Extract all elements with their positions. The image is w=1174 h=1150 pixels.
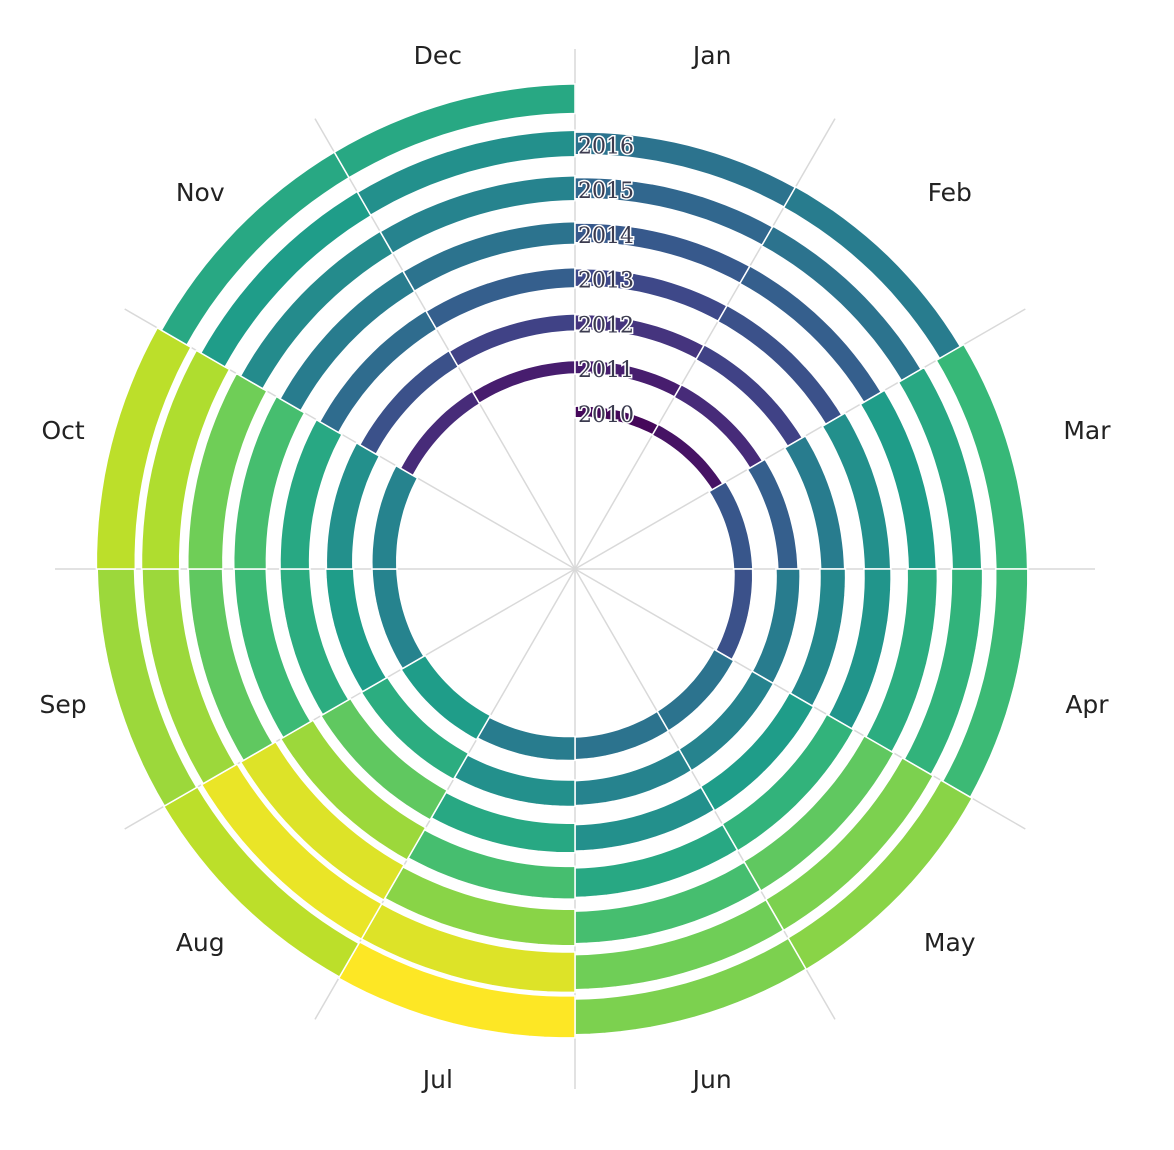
cell-2016-aug (162, 785, 360, 979)
cell-2013-aug (279, 719, 427, 862)
heatmap-cells (95, 83, 1029, 1039)
cell-2016-oct (95, 326, 193, 570)
cell-2010-mar (707, 480, 754, 570)
month-label-feb: Feb (928, 178, 972, 207)
year-labels: 2010 2011 2012 2013 2014 2015 2016 (577, 133, 636, 430)
year-label-2010: 2010 (578, 403, 634, 428)
cell-2011-sep (324, 568, 388, 693)
year-label-2014: 2014 (578, 224, 634, 249)
month-label-may: May (924, 928, 976, 957)
month-label-mar: Mar (1063, 416, 1111, 445)
cell-2012-dec (425, 266, 576, 330)
cell-2013-oct (232, 395, 306, 570)
cell-2011-jul (453, 753, 576, 808)
cell-2012-oct (279, 418, 343, 570)
year-label-2015: 2015 (578, 179, 634, 204)
cell-2011-apr (751, 568, 801, 685)
cell-2011-dec (448, 313, 576, 368)
cell-2013-may (721, 713, 855, 852)
cell-2015-aug (200, 763, 383, 941)
cell-2012-aug (319, 697, 449, 821)
cell-2015-dec (356, 129, 576, 217)
cell-2010-jul (476, 716, 576, 762)
year-label-2012: 2012 (578, 313, 634, 338)
year-label-2013: 2013 (578, 269, 634, 294)
cell-2015-oct (140, 349, 231, 570)
year-label-2011: 2011 (578, 358, 634, 383)
cell-2010-sep (371, 568, 426, 670)
cell-2014-may (742, 734, 895, 893)
cell-2011-mar (746, 458, 799, 570)
cell-2014-dec (379, 174, 576, 255)
month-label-sep: Sep (39, 690, 86, 719)
cell-2010-aug (399, 654, 492, 741)
month-label-jun: Jun (691, 1065, 732, 1094)
cell-2010-dec (471, 359, 576, 405)
cell-2013-dec (402, 220, 576, 293)
month-label-nov: Nov (176, 178, 225, 207)
cell-2010-oct (371, 464, 419, 570)
cell-2011-oct (325, 441, 381, 570)
year-label-2016: 2016 (578, 134, 634, 159)
cell-2010-apr (714, 568, 754, 661)
cell-2014-oct (187, 372, 268, 570)
month-label-aug: Aug (176, 928, 225, 957)
cell-2014-aug (239, 740, 406, 902)
month-label-jan: Jan (691, 41, 732, 70)
month-label-jul: Jul (421, 1065, 453, 1094)
cell-2012-may (699, 691, 815, 812)
month-label-dec: Dec (414, 41, 462, 70)
month-label-oct: Oct (41, 416, 84, 445)
month-label-apr: Apr (1065, 690, 1109, 719)
cell-2011-aug (360, 676, 470, 781)
month-labels: Jan Feb Mar Apr May Jun Jul Aug Sep Oct Nov Dec (39, 41, 1111, 1094)
cell-2016-dec (333, 83, 576, 179)
cell-2010-jun (574, 710, 670, 761)
cell-2016-jul (337, 940, 576, 1039)
cell-2011-nov (358, 349, 460, 456)
cell-2010-feb (651, 423, 724, 491)
